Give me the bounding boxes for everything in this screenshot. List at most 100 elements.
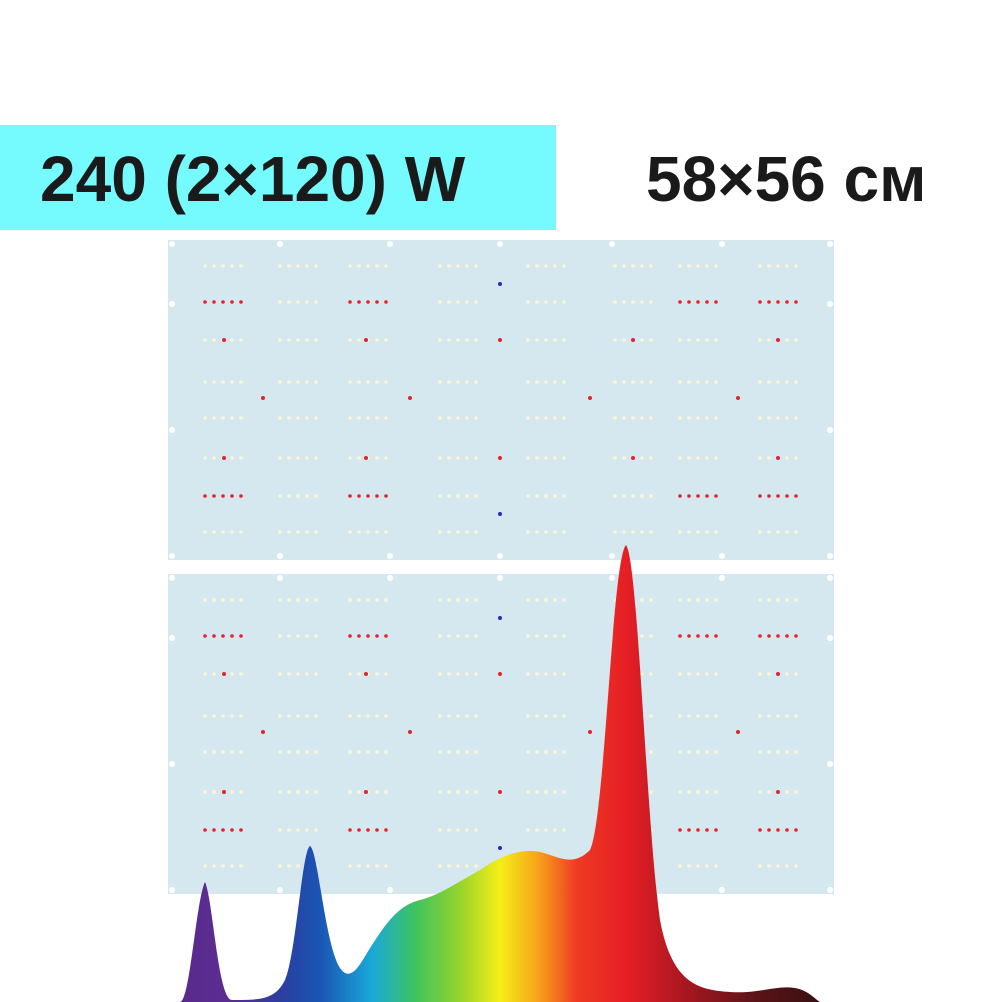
led-red — [714, 634, 718, 638]
led-white — [438, 672, 442, 676]
led-red — [498, 338, 502, 342]
led-red — [222, 672, 226, 676]
led-white — [631, 264, 635, 268]
led-white — [239, 790, 243, 794]
led-white — [474, 494, 478, 498]
led-grid-top — [169, 241, 833, 559]
led-white — [314, 750, 318, 754]
led-white — [767, 864, 771, 868]
led-red — [384, 634, 388, 638]
led-white — [613, 300, 617, 304]
led-white — [705, 264, 709, 268]
led-red — [212, 828, 216, 832]
led-white — [230, 456, 234, 460]
led-white — [203, 264, 207, 268]
led-red — [230, 300, 234, 304]
led-red — [705, 828, 709, 832]
led-white — [767, 672, 771, 676]
mount-hole — [387, 887, 393, 893]
led-white — [465, 828, 469, 832]
led-red — [221, 494, 225, 498]
led-white — [465, 300, 469, 304]
led-white — [678, 864, 682, 868]
led-white — [640, 416, 644, 420]
led-white — [287, 828, 291, 832]
led-red — [785, 300, 789, 304]
led-white — [221, 714, 225, 718]
led-white — [447, 494, 451, 498]
led-red — [696, 828, 700, 832]
led-red — [230, 494, 234, 498]
led-white — [526, 530, 530, 534]
led-red — [221, 634, 225, 638]
led-white — [696, 264, 700, 268]
led-white — [314, 456, 318, 460]
led-white — [357, 530, 361, 534]
led-white — [785, 750, 789, 754]
led-white — [613, 380, 617, 384]
led-white — [705, 456, 709, 460]
led-white — [375, 750, 379, 754]
led-white — [384, 864, 388, 868]
led-white — [562, 714, 566, 718]
led-white — [221, 598, 225, 602]
led-red — [357, 494, 361, 498]
led-white — [447, 380, 451, 384]
led-white — [714, 714, 718, 718]
led-white — [438, 828, 442, 832]
led-white — [375, 456, 379, 460]
led-white — [631, 380, 635, 384]
mount-hole — [277, 887, 283, 893]
led-white — [562, 672, 566, 676]
led-white — [474, 864, 478, 868]
led-white — [438, 264, 442, 268]
led-red — [678, 300, 682, 304]
led-white — [562, 530, 566, 534]
led-red — [767, 300, 771, 304]
led-white — [357, 264, 361, 268]
mount-hole — [719, 887, 725, 893]
mount-hole — [497, 553, 503, 559]
led-white — [544, 264, 548, 268]
led-white — [221, 750, 225, 754]
led-red — [776, 300, 780, 304]
led-white — [447, 456, 451, 460]
led-white — [640, 672, 644, 676]
led-white — [384, 790, 388, 794]
led-white — [305, 634, 309, 638]
led-red — [785, 828, 789, 832]
led-white — [776, 416, 780, 420]
led-white — [305, 380, 309, 384]
led-white — [314, 380, 318, 384]
led-white — [465, 634, 469, 638]
led-red — [705, 634, 709, 638]
led-white — [631, 416, 635, 420]
size-label: 58×56 см — [646, 143, 927, 215]
led-white — [526, 672, 530, 676]
led-white — [456, 300, 460, 304]
mount-hole — [497, 575, 503, 581]
led-red — [498, 456, 502, 460]
led-red — [776, 634, 780, 638]
led-white — [384, 750, 388, 754]
led-white — [535, 634, 539, 638]
led-white — [296, 828, 300, 832]
led-red — [222, 456, 226, 460]
led-red — [776, 338, 780, 342]
led-white — [296, 790, 300, 794]
led-white — [649, 416, 653, 420]
led-white — [314, 300, 318, 304]
led-white — [553, 264, 557, 268]
led-red — [678, 634, 682, 638]
led-white — [544, 494, 548, 498]
led-white — [553, 300, 557, 304]
led-white — [678, 416, 682, 420]
led-white — [687, 714, 691, 718]
led-white — [357, 672, 361, 676]
led-white — [553, 714, 557, 718]
led-white — [348, 338, 352, 342]
led-white — [366, 530, 370, 534]
led-white — [447, 530, 451, 534]
led-white — [438, 456, 442, 460]
led-white — [687, 790, 691, 794]
